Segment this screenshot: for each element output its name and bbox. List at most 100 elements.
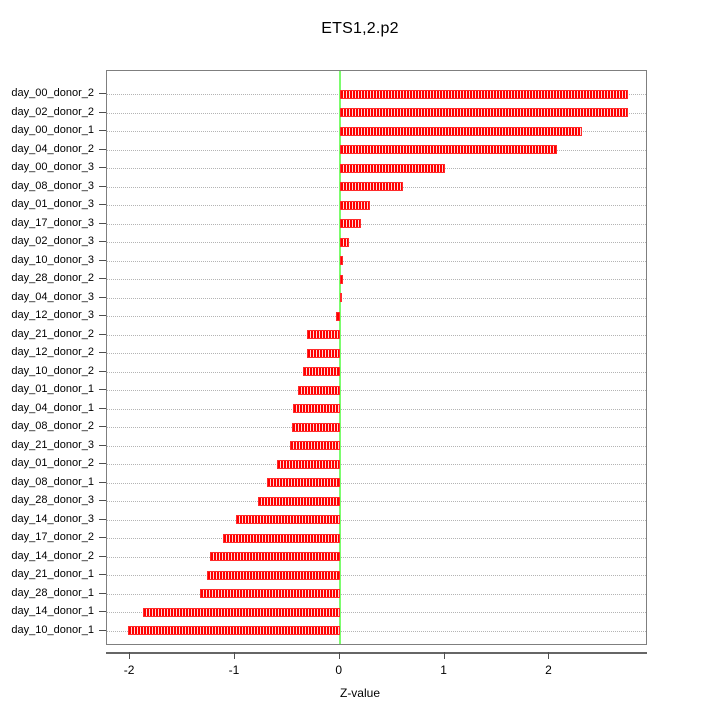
y-tick-label: day_10_donor_1 — [11, 623, 94, 636]
gridline — [107, 538, 646, 539]
y-tick-label: day_21_donor_1 — [11, 568, 94, 580]
bar — [291, 422, 340, 432]
y-tick-label: day_12_donor_2 — [11, 346, 94, 358]
y-tick-label: day_28_donor_2 — [11, 272, 94, 284]
y-tick-mark — [99, 167, 106, 168]
bar — [339, 126, 582, 136]
x-tick-mark — [443, 652, 445, 659]
gridline — [107, 630, 646, 632]
bar — [206, 570, 340, 580]
y-tick-label: day_14_donor_2 — [11, 549, 94, 562]
bar — [200, 589, 340, 598]
y-tick-mark — [99, 241, 106, 242]
y-tick-label: day_08_donor_1 — [11, 475, 94, 488]
gridline — [107, 223, 646, 225]
gridline — [107, 242, 646, 243]
gridline — [107, 482, 646, 484]
y-tick-mark — [99, 407, 106, 409]
bar — [276, 459, 340, 469]
gridline — [107, 353, 646, 354]
x-axis-label: Z-value — [339, 686, 380, 700]
bar — [339, 293, 342, 302]
bar — [290, 441, 340, 450]
gridline — [107, 593, 646, 595]
y-tick-label: day_04_donor_3 — [11, 290, 94, 303]
y-tick-mark — [99, 315, 106, 316]
bar — [335, 311, 340, 321]
bar — [127, 626, 340, 635]
x-tick-label: 1 — [440, 663, 447, 677]
y-tick-mark — [99, 444, 106, 446]
plot-area — [106, 70, 647, 645]
bar — [339, 256, 343, 265]
bar — [257, 496, 340, 506]
gridline — [107, 556, 646, 558]
y-tick-mark — [99, 370, 106, 372]
y-tick-label: day_14_donor_1 — [11, 605, 94, 617]
y-tick-label: day_10_donor_2 — [11, 364, 94, 377]
y-tick-mark — [99, 592, 106, 594]
bar — [307, 348, 340, 358]
y-tick-mark — [99, 574, 106, 575]
gridline — [107, 371, 646, 373]
y-tick-mark — [99, 222, 106, 224]
gridline — [107, 316, 646, 317]
gridline — [107, 390, 646, 391]
y-tick-mark — [99, 463, 106, 464]
y-tick-mark — [99, 555, 106, 557]
x-tick-label: -2 — [123, 663, 135, 677]
gridline — [107, 519, 646, 521]
gridline — [107, 501, 646, 502]
gridline — [107, 334, 646, 336]
bar — [209, 552, 340, 561]
bar — [307, 330, 340, 339]
y-tick-label: day_04_donor_2 — [11, 142, 94, 155]
y-tick-label: day_01_donor_2 — [11, 457, 94, 469]
y-tick-mark — [99, 389, 106, 390]
y-tick-mark — [99, 93, 106, 94]
gridline — [107, 575, 646, 576]
gridline — [107, 427, 646, 428]
y-tick-mark — [99, 518, 106, 520]
gridline — [107, 205, 646, 206]
bar — [223, 533, 340, 543]
x-axis-line — [106, 652, 647, 654]
bar — [339, 89, 629, 99]
y-tick-mark — [99, 426, 106, 427]
y-tick-label: day_02_donor_2 — [11, 105, 94, 118]
chart-title: ETS1,2.p2 — [321, 20, 399, 37]
y-tick-mark — [99, 333, 106, 335]
x-tick-label: 0 — [335, 663, 343, 677]
bar — [267, 478, 340, 487]
gridline — [107, 297, 646, 299]
gridline — [107, 612, 646, 613]
y-tick-label: day_21_donor_3 — [11, 438, 94, 451]
y-tick-mark — [99, 148, 106, 150]
y-tick-mark — [99, 111, 106, 113]
y-tick-label: day_08_donor_3 — [11, 179, 94, 192]
bar — [297, 385, 340, 395]
y-tick-mark — [99, 352, 106, 353]
x-tick-mark — [233, 652, 235, 659]
bar — [339, 237, 350, 247]
bar — [339, 108, 629, 117]
y-tick-label: day_01_donor_1 — [11, 383, 94, 395]
bar — [339, 182, 403, 191]
x-tick-mark — [129, 652, 131, 659]
zero-reference-line — [338, 71, 341, 644]
bar — [339, 219, 361, 228]
x-tick-mark — [548, 652, 550, 659]
y-tick-mark — [99, 259, 106, 261]
bar — [235, 515, 340, 524]
y-tick-label: day_00_donor_3 — [11, 161, 94, 173]
bar — [292, 404, 340, 413]
y-tick-label: day_21_donor_2 — [11, 327, 94, 340]
bar — [142, 607, 340, 617]
y-tick-label: day_28_donor_3 — [11, 494, 94, 506]
bar — [339, 163, 445, 173]
x-tick-label: 2 — [545, 663, 552, 677]
y-tick-mark — [99, 629, 106, 631]
y-tick-mark — [99, 296, 106, 298]
bar — [339, 274, 343, 284]
y-tick-label: day_12_donor_3 — [11, 309, 94, 321]
